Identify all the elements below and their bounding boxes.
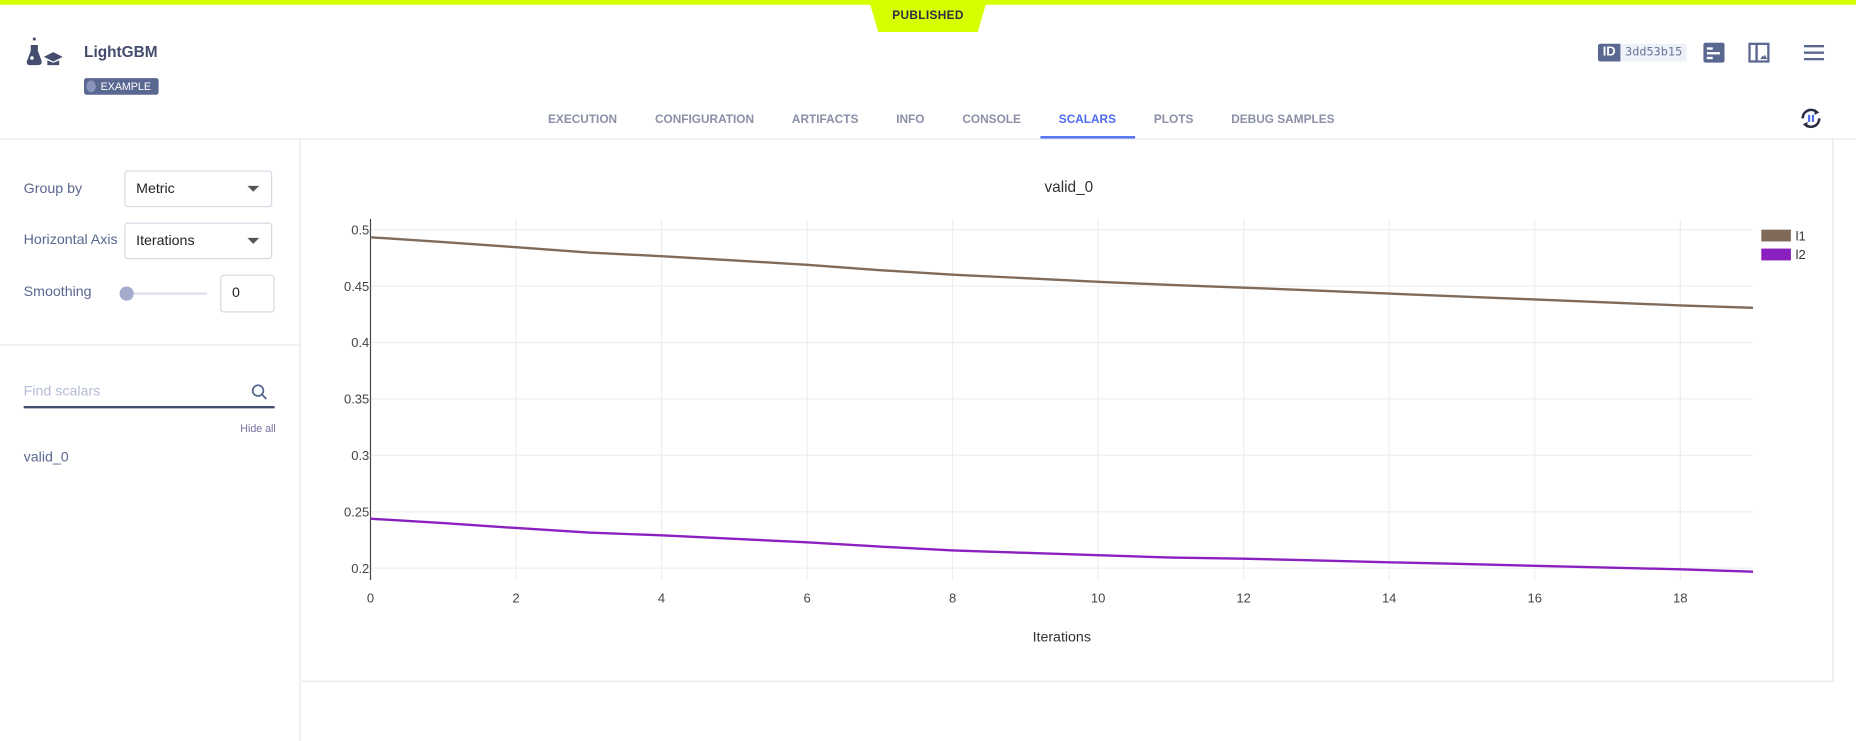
tab-bar: EXECUTION CONFIGURATION ARTIFACTS INFO C… xyxy=(529,111,1353,139)
tab-scalars[interactable]: SCALARS xyxy=(1039,111,1135,139)
group-by-select[interactable]: Metric xyxy=(124,170,273,208)
tab-debug-samples[interactable]: DEBUG SAMPLES xyxy=(1231,113,1335,127)
legend-label-l2[interactable]: l2 xyxy=(1796,247,1806,262)
x-tick-label: 10 xyxy=(1091,590,1105,605)
group-by-label: Group by xyxy=(23,179,83,197)
chart-title: valid_0 xyxy=(1044,179,1093,196)
menu-icon[interactable] xyxy=(1803,44,1825,61)
horizontal-axis-label: Horizontal Axis xyxy=(23,230,118,248)
y-tick-label: 0.35 xyxy=(344,392,369,407)
smoothing-label: Smoothing xyxy=(23,282,92,300)
x-tick-label: 8 xyxy=(949,590,956,605)
x-tick-label: 6 xyxy=(803,590,810,605)
series-line-l1[interactable] xyxy=(370,236,1754,310)
tab-configuration[interactable]: CONFIGURATION xyxy=(654,113,755,127)
horizontal-axis-value: Iterations xyxy=(136,231,195,249)
panel-divider xyxy=(0,344,300,346)
x-tick-label: 12 xyxy=(1236,590,1250,605)
smoothing-slider-handle[interactable] xyxy=(119,286,134,301)
y-tick-label: 0.4 xyxy=(351,335,369,350)
y-tick-label: 0.3 xyxy=(351,448,369,463)
published-badge: PUBLISHED xyxy=(868,0,988,32)
y-tick-label: 0.5 xyxy=(351,222,369,237)
layout-panel-icon[interactable] xyxy=(1748,42,1770,63)
tab-execution[interactable]: EXECUTION xyxy=(548,113,618,127)
legend-swatch-l1[interactable] xyxy=(1761,229,1791,242)
chart-card xyxy=(301,139,1834,682)
auto-refresh-pause-icon[interactable] xyxy=(1798,105,1824,131)
details-icon[interactable] xyxy=(1703,42,1725,63)
header-divider xyxy=(0,138,1856,140)
example-badge-label: EXAMPLE xyxy=(100,80,151,93)
tab-console[interactable]: CONSOLE xyxy=(962,113,1021,127)
find-scalars-underline xyxy=(23,405,275,409)
x-tick-label: 0 xyxy=(367,590,374,605)
task-id[interactable]: ID 3dd53b15 xyxy=(1597,43,1687,62)
group-by-value: Metric xyxy=(136,179,175,197)
example-badge: EXAMPLE xyxy=(84,78,159,95)
y-tick-label: 0.25 xyxy=(344,504,369,519)
legend-swatch-l2[interactable] xyxy=(1761,248,1791,261)
horizontal-axis-select[interactable]: Iterations xyxy=(124,222,273,260)
smoothing-slider[interactable] xyxy=(126,292,208,295)
legend-label-l1[interactable]: l1 xyxy=(1796,228,1806,243)
gear-icon xyxy=(86,80,96,93)
chevron-down-icon xyxy=(247,185,260,192)
id-value: 3dd53b15 xyxy=(1620,43,1687,62)
x-tick-label: 4 xyxy=(658,590,665,605)
id-label: ID xyxy=(1597,43,1621,62)
y-tick-label: 0.2 xyxy=(351,561,369,576)
x-tick-label: 2 xyxy=(512,590,519,605)
search-icon[interactable] xyxy=(251,384,268,401)
chevron-down-icon xyxy=(247,237,260,244)
scalar-item-valid-0[interactable]: valid_0 xyxy=(23,448,69,466)
x-tick-label: 18 xyxy=(1673,590,1687,605)
find-scalars-input[interactable]: Find scalars xyxy=(23,382,101,399)
smoothing-input[interactable]: 0 xyxy=(220,274,275,313)
tab-plots[interactable]: PLOTS xyxy=(1153,113,1194,127)
y-tick-label: 0.45 xyxy=(344,279,369,294)
tab-info[interactable]: INFO xyxy=(896,113,925,127)
series-line-l2[interactable] xyxy=(370,517,1754,573)
x-axis-label: Iterations xyxy=(1033,630,1091,646)
experiment-logo-icon xyxy=(26,37,63,66)
x-tick-label: 16 xyxy=(1527,590,1541,605)
hide-all-link[interactable]: Hide all xyxy=(240,422,276,435)
scalar-settings-panel: Group by Metric Horizontal Axis Iteratio… xyxy=(0,139,301,741)
x-tick-label: 14 xyxy=(1382,590,1396,605)
tab-artifacts[interactable]: ARTIFACTS xyxy=(791,113,859,127)
experiment-title: LightGBM xyxy=(84,42,158,61)
